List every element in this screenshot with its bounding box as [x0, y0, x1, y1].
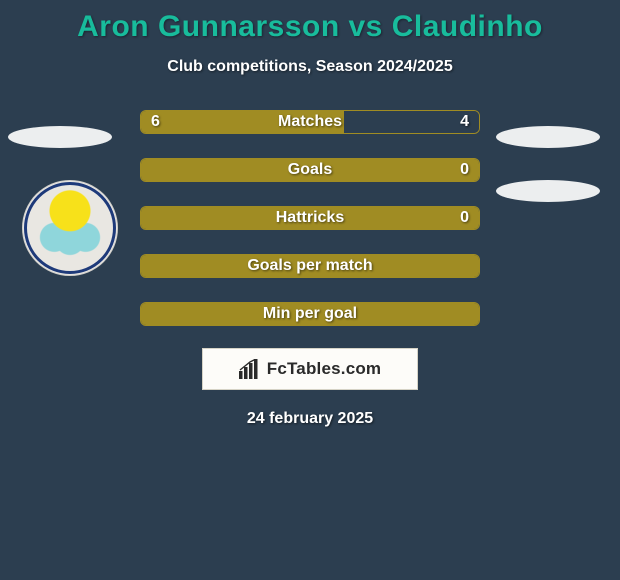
- stat-row: Min per goal: [71, 302, 549, 326]
- page-subtitle: Club competitions, Season 2024/2025: [0, 58, 620, 76]
- date-text: 24 february 2025: [0, 410, 620, 428]
- page-title: Aron Gunnarsson vs Claudinho: [0, 10, 620, 44]
- stat-bar: [140, 254, 480, 278]
- stat-bar: [140, 110, 480, 134]
- stat-row: Goals0: [71, 158, 549, 182]
- stat-bar: [140, 158, 480, 182]
- stat-row: Hattricks0: [71, 206, 549, 230]
- stat-value-left: 6: [151, 110, 160, 134]
- stat-row: Goals per match: [71, 254, 549, 278]
- comparison-card: Aron Gunnarsson vs Claudinho Club compet…: [0, 0, 620, 580]
- stat-value-right: 0: [460, 206, 469, 230]
- stat-row: Matches64: [71, 110, 549, 134]
- stat-value-right: 0: [460, 158, 469, 182]
- stat-bar: [140, 206, 480, 230]
- stat-bar: [140, 302, 480, 326]
- brand-box: FcTables.com: [202, 348, 418, 390]
- player-right-bubble-2: [496, 180, 600, 202]
- brand-text: FcTables.com: [267, 359, 382, 379]
- brand-bars-icon: [239, 359, 261, 379]
- stat-value-right: 4: [460, 110, 469, 134]
